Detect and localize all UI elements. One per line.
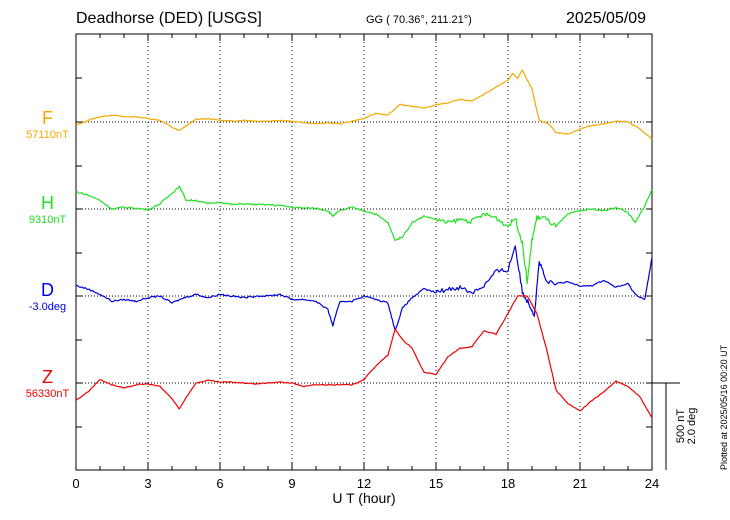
- series-line-z: [75, 295, 653, 419]
- x-tick-label: 21: [573, 476, 587, 491]
- x-axis: 0 3 6 9 12 15 18 21 24: [72, 33, 659, 491]
- x-tick-label: 6: [216, 476, 223, 491]
- component-d-letter: D: [41, 280, 54, 300]
- x-tick-label: 18: [501, 476, 515, 491]
- component-label-h: H 9310nT: [20, 193, 75, 226]
- component-h-baseline: 9310nT: [28, 214, 67, 226]
- baseline-lines: [76, 121, 652, 384]
- component-z-letter: Z: [42, 367, 53, 387]
- x-tick-label: 9: [288, 476, 295, 491]
- x-tick-label: 0: [72, 476, 79, 491]
- component-d-baseline: -3.0deg: [28, 301, 67, 313]
- station-coordinates: GG ( 70.36°, 211.21°): [366, 14, 472, 26]
- component-f-letter: F: [42, 108, 53, 128]
- component-label-d: D -3.0deg: [20, 280, 75, 313]
- series-line-f: [75, 69, 653, 140]
- chart-title: Deadhorse (DED) [USGS]: [76, 10, 262, 27]
- component-z-baseline: 56330nT: [25, 388, 70, 400]
- x-axis-label: U T (hour): [332, 490, 395, 506]
- grid-lines: [147, 34, 581, 470]
- series-line-d: [76, 245, 653, 332]
- chart-date: 2025/05/09: [566, 10, 647, 27]
- scale-bar: 500 nT 2.0 deg: [652, 382, 698, 470]
- component-h-letter: H: [41, 193, 54, 213]
- component-f-baseline: 57110nT: [26, 129, 69, 141]
- series-line-h: [75, 185, 653, 285]
- x-tick-label: 24: [645, 476, 659, 491]
- scale-bar-nt-label: 500 nT: [675, 409, 687, 444]
- plotted-timestamp: Plotted at 2025/05/16 00:20 UT: [719, 344, 729, 470]
- scale-bar-deg-label: 2.0 deg: [686, 408, 698, 445]
- x-tick-label: 3: [144, 476, 151, 491]
- component-label-z: Z 56330nT: [20, 367, 75, 400]
- x-tick-label: 15: [429, 476, 443, 491]
- plot-frame: [75, 33, 653, 471]
- series-lines: [75, 69, 653, 419]
- component-label-f: F 57110nT: [20, 108, 75, 141]
- x-tick-label: 12: [357, 476, 371, 491]
